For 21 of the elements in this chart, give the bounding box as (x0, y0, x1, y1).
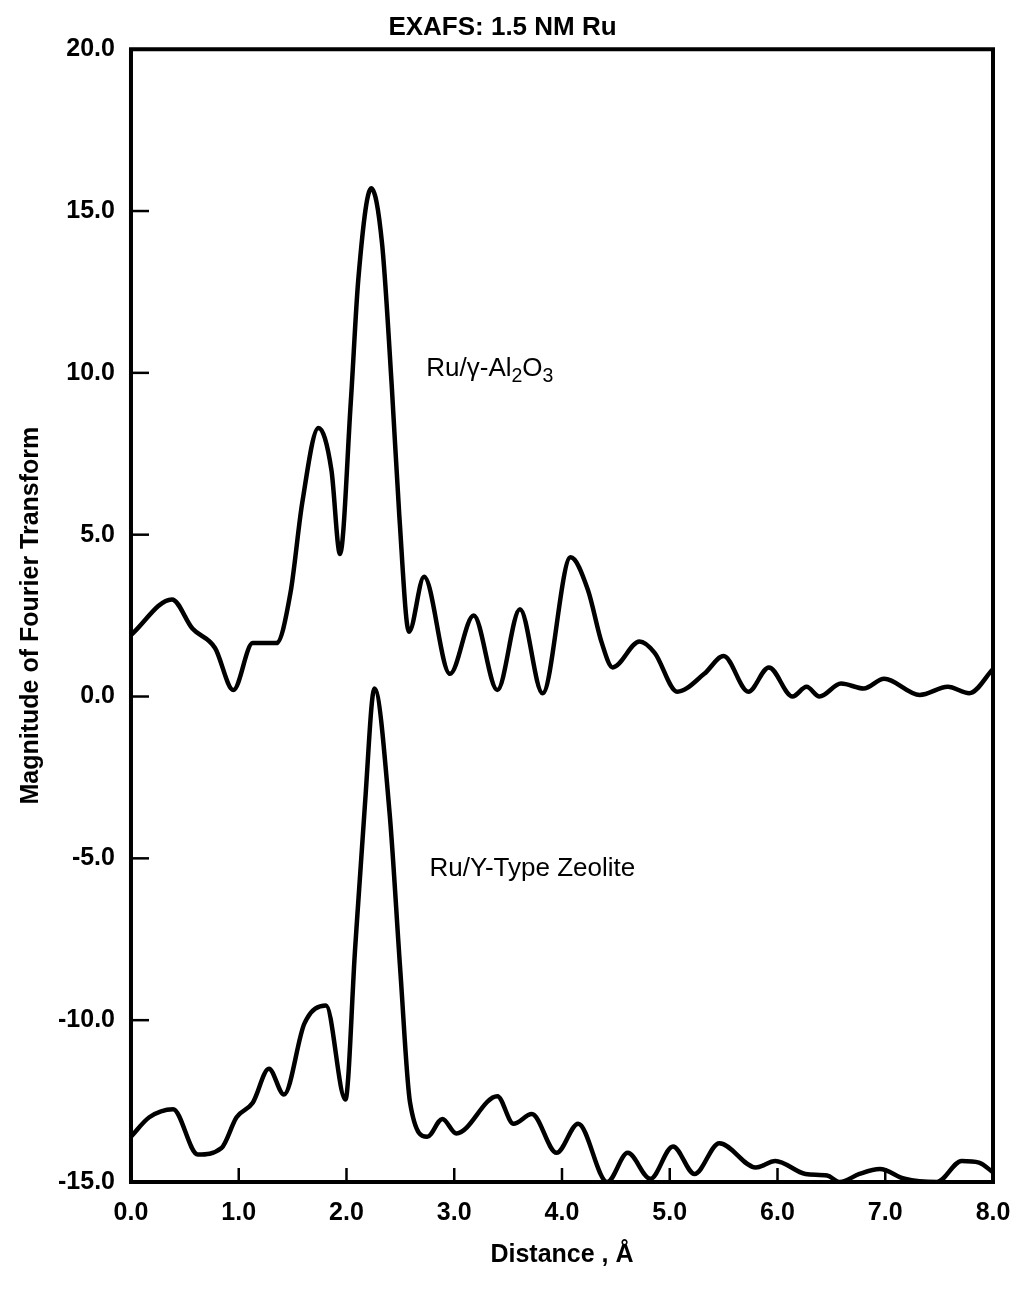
x-tick-label: 6.0 (760, 1196, 795, 1225)
x-tick-label: 1.0 (221, 1196, 257, 1225)
chart-title: EXAFS: 1.5 NM Ru (388, 10, 617, 41)
x-tick-label: 0.0 (113, 1196, 149, 1225)
x-tick-label: 4.0 (544, 1196, 580, 1225)
y-tick-label: 20.0 (66, 33, 115, 62)
y-tick-label: 15.0 (66, 194, 115, 223)
y-tick-label: 0.0 (80, 680, 115, 709)
y-tick-label: -15.0 (58, 1165, 115, 1194)
x-tick-label: 2.0 (329, 1196, 364, 1225)
y-tick-label: 5.0 (80, 518, 115, 547)
x-tick-label: 3.0 (436, 1196, 472, 1225)
x-axis-title: Distance , Å (490, 1238, 634, 1267)
y-tick-label: 10.0 (66, 356, 115, 385)
series-label: Ru/Y-Type Zeolite (429, 851, 636, 882)
x-tick-label: 8.0 (975, 1196, 1011, 1225)
x-tick-label: 7.0 (867, 1196, 903, 1225)
y-tick-label: -10.0 (58, 1004, 115, 1033)
y-tick-label: -5.0 (71, 842, 115, 871)
y-axis-title: Magnitude of Fourier Transform (14, 426, 43, 805)
x-tick-label: 5.0 (652, 1196, 688, 1225)
